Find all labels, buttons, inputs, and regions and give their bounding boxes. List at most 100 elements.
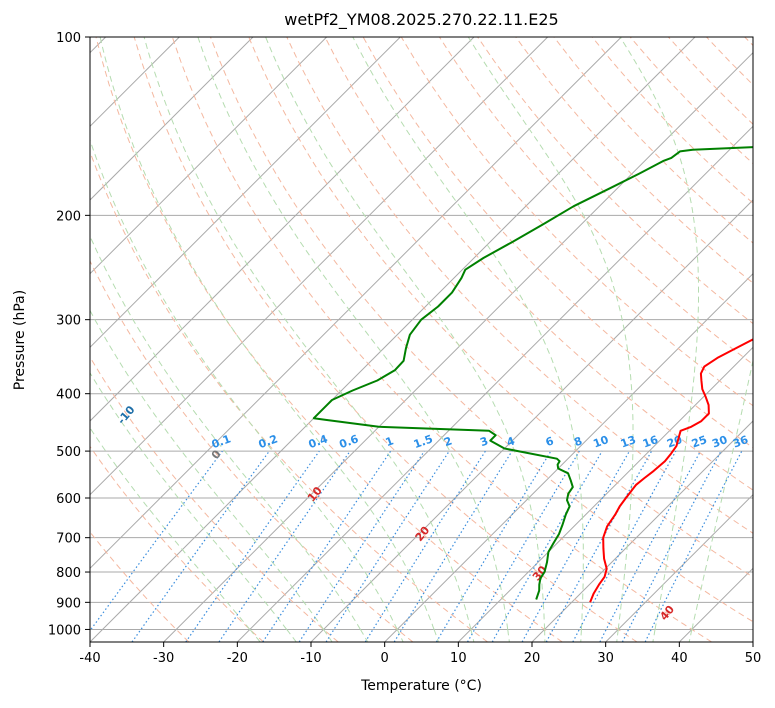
y-tick-label: 800	[56, 566, 81, 581]
isotherm-line	[605, 493, 753, 642]
moist-adiabat	[470, 629, 475, 642]
y-axis-label: Pressure (hPa)	[12, 289, 28, 391]
mixing-ratio-line	[572, 450, 677, 642]
mixing-ratio-line	[185, 450, 320, 642]
mixing-ratio-line	[545, 450, 653, 642]
mixing-ratio-label: 13	[619, 433, 638, 450]
y-tick-label: 700	[56, 532, 81, 547]
mixing-ratio-label: 6	[544, 434, 556, 449]
mixing-ratio-line	[298, 450, 425, 642]
moist-adiabat	[580, 629, 582, 642]
mixing-ratio-label: 1.5	[412, 432, 435, 451]
x-tick-label: 30	[597, 651, 614, 666]
moist-adiabat	[688, 629, 693, 642]
plot-area: 0.10.20.40.611.52346810131620253036-100-…	[90, 37, 753, 642]
x-tick-label: -20	[227, 651, 248, 666]
moist-adiabat	[90, 371, 288, 630]
dry-adiabat	[95, 37, 563, 642]
dry-adiabat	[210, 37, 753, 623]
isotherm-line	[457, 346, 753, 642]
dry-adiabat	[90, 150, 488, 642]
isotherm-line	[163, 51, 753, 642]
dry-adiabat	[90, 445, 264, 642]
moist-adiabat	[323, 629, 333, 642]
x-tick-label: 10	[450, 651, 467, 666]
dry-adiabat	[248, 37, 753, 578]
moist-adiabat	[359, 629, 369, 642]
mixing-ratio-label: 0.6	[338, 432, 361, 451]
plot-frame	[89, 36, 754, 643]
mixing-ratio-line	[521, 450, 631, 642]
isotherm-line	[90, 37, 328, 275]
dry-adiabat	[324, 37, 753, 491]
y-tick-label: 500	[56, 445, 81, 460]
moist-adiabat	[90, 138, 398, 630]
moist-adiabat	[616, 629, 619, 642]
mixing-ratio-line	[131, 450, 270, 642]
dry-adiabat	[744, 37, 753, 47]
y-tick-label: 100	[56, 31, 81, 46]
moist-adiabat	[197, 37, 509, 630]
moist-adiabat	[467, 37, 634, 630]
mixing-ratio-line	[90, 450, 223, 632]
isotherm-line	[236, 125, 753, 642]
dry-adiabat	[706, 37, 753, 86]
isotherm-line	[90, 37, 696, 642]
y-tick-label: 300	[56, 314, 81, 329]
dry-adiabat	[591, 37, 753, 204]
moist-adiabat	[90, 309, 324, 630]
isotherm-line	[90, 37, 475, 422]
mixing-ratio-label: 0.4	[307, 432, 330, 451]
mixing-ratio-label: 25	[690, 433, 709, 450]
x-tick-label: 0	[381, 651, 389, 666]
isotherm-line	[384, 272, 753, 642]
dry-adiabat	[171, 37, 712, 642]
mixing-ratio-label: 10	[591, 433, 610, 451]
dry-adiabat	[553, 37, 753, 244]
chart-title: wetPf2_YM08.2025.270.22.11.E25	[284, 10, 559, 29]
mixing-ratio-label: 36	[731, 433, 750, 451]
mixing-ratio-label: 0.2	[257, 432, 280, 451]
isotherm-line	[90, 37, 401, 349]
moist-adiabat	[90, 235, 361, 630]
y-tick-label: 400	[56, 388, 81, 403]
moist-adiabat	[265, 37, 546, 630]
mixing-ratio-line	[325, 450, 450, 642]
y-tick-label: 1000	[48, 623, 81, 638]
mixing-ratio-line	[599, 450, 702, 642]
mixing-ratio-line	[393, 450, 513, 642]
mixing-ratio-label: 1	[384, 434, 396, 449]
moist-adiabat	[90, 427, 251, 630]
moist-adiabat	[433, 629, 440, 642]
isotherm-line	[752, 641, 753, 642]
moist-adiabat	[691, 358, 753, 630]
moist-adiabat	[99, 37, 435, 630]
dry-adiabat	[90, 259, 414, 642]
moist-adiabat	[507, 629, 510, 642]
isotherm-line	[90, 37, 254, 201]
mixing-ratio-line	[644, 450, 743, 642]
moist-adiabat	[143, 37, 472, 630]
dry-adiabat	[133, 37, 638, 642]
mixing-ratio-label: 2	[442, 434, 454, 449]
dry-adiabat	[286, 37, 753, 534]
dry-adiabat-label: 40	[657, 603, 677, 623]
isotherm-line	[678, 567, 753, 642]
mixing-ratio-label: 8	[572, 434, 584, 449]
mixing-ratio-label: 3	[478, 434, 490, 449]
x-tick-label: 50	[745, 651, 762, 666]
mixing-ratio-line	[435, 450, 552, 642]
y-tick-label: 600	[56, 492, 81, 507]
mixing-ratio-label: 30	[710, 433, 729, 451]
temperature-profile-line	[589, 338, 753, 603]
x-axis-label: Temperature (°C)	[361, 678, 482, 694]
isotherm-line	[90, 37, 549, 496]
isotherm-line	[90, 37, 622, 570]
y-tick-label: 200	[56, 209, 81, 224]
x-tick-label: -40	[79, 651, 100, 666]
x-tick-label: 40	[671, 651, 688, 666]
x-tick-label: 20	[524, 651, 541, 666]
moist-adiabat	[286, 629, 297, 642]
moist-adiabat	[652, 629, 656, 642]
